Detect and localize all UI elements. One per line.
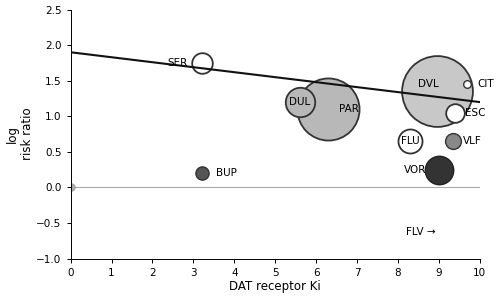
- Point: [324, 107, 332, 112]
- Text: DVL: DVL: [418, 79, 439, 89]
- Y-axis label: log
risk ratio: log risk ratio: [6, 108, 34, 160]
- Point: [406, 139, 414, 144]
- Text: ESC: ESC: [466, 108, 486, 118]
- Text: CIT: CIT: [478, 79, 494, 89]
- X-axis label: DAT receptor Ki: DAT receptor Ki: [230, 280, 321, 293]
- Point: [198, 171, 205, 176]
- Text: VOR: VOR: [404, 165, 426, 175]
- Point: [449, 139, 457, 144]
- Point: [451, 110, 459, 115]
- Text: DUL: DUL: [289, 97, 310, 107]
- Point: [66, 185, 74, 190]
- Text: PAR: PAR: [338, 104, 358, 114]
- Point: [433, 89, 441, 94]
- Point: [296, 100, 304, 104]
- Text: FLU: FLU: [401, 136, 419, 146]
- Text: FLV →: FLV →: [406, 227, 436, 237]
- Text: VLF: VLF: [464, 136, 482, 146]
- Text: SER: SER: [167, 58, 187, 68]
- Point: [464, 82, 471, 87]
- Point: [435, 167, 443, 172]
- Point: [198, 60, 205, 65]
- Text: BUP: BUP: [216, 168, 236, 178]
